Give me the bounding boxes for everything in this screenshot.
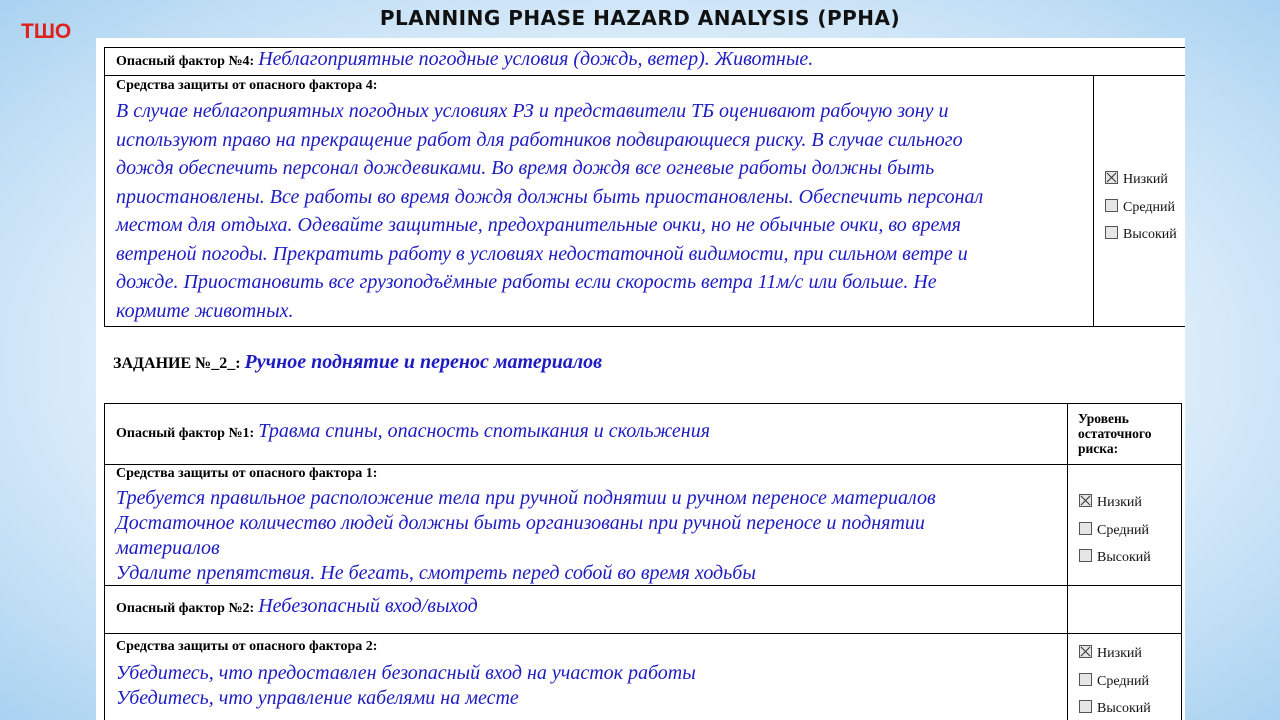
risk4-medium-option[interactable]: Средний: [1105, 194, 1177, 222]
controls1-line: Требуется правильное расположение тела п…: [116, 487, 936, 509]
checkbox-icon[interactable]: [1079, 700, 1092, 713]
controls4-line: В случае неблагоприятных погодных услови…: [116, 100, 949, 122]
hazard2-label: Опасный фактор №2:: [116, 601, 255, 616]
task2-divider: [104, 633, 1182, 634]
controls1-text: Требуется правильное расположение тела п…: [116, 486, 1056, 586]
controls2-line: Убедитесь, что предоставлен безопасный в…: [116, 662, 696, 684]
hazard4-label: Опасный фактор №4:: [116, 54, 255, 69]
controls1-line: Удалите препятствия. Не бегать, смотреть…: [116, 562, 756, 584]
hazard1-row: Опасный фактор №1: Травма спины, опаснос…: [116, 420, 710, 443]
risk2-low-option[interactable]: Низкий: [1079, 640, 1151, 668]
task2-risk-column-divider: [1067, 403, 1068, 720]
checkbox-icon[interactable]: [1079, 521, 1092, 535]
hazard2-text: Небезопасный вход/выход: [258, 595, 478, 617]
controls1-line: Достаточное количество людей должны быть…: [116, 512, 925, 534]
controls4-line: дождя обеспечить персонал дождевиками. В…: [116, 157, 935, 179]
controls1-label: Средства защиты от опасного фактора 1:: [116, 466, 378, 481]
risk4-low-option[interactable]: Низкий: [1105, 166, 1177, 194]
hazard4-divider: [104, 75, 1185, 76]
risk2-medium-option[interactable]: Средний: [1079, 668, 1151, 696]
slide-title: PLANNING PHASE HAZARD ANALYSIS (PPHA): [379, 6, 901, 30]
risk4-options: Низкий Средний Высокий: [1105, 166, 1177, 249]
task2-divider: [104, 585, 1182, 586]
risk2-high-option[interactable]: Высокий: [1079, 695, 1151, 720]
controls2-label: Средства защиты от опасного фактора 2:: [116, 639, 378, 654]
risk4-high-option[interactable]: Высокий: [1105, 221, 1177, 249]
task-heading: ЗАДАНИЕ №_2_: Ручное поднятие и перенос …: [113, 351, 602, 374]
controls2-text: Убедитесь, что предоставлен безопасный в…: [116, 661, 1056, 711]
hazard4-risk-divider: [1093, 75, 1094, 327]
checkbox-icon[interactable]: [1079, 672, 1092, 686]
risk1-options: Низкий Средний Высокий: [1079, 489, 1151, 572]
checkbox-icon[interactable]: [1079, 549, 1092, 562]
hazard4-table: [104, 47, 1185, 327]
controls2-line: Убедитесь, что управление кабелями на ме…: [116, 687, 519, 709]
controls4-line: используют право на прекращение работ дл…: [116, 128, 963, 151]
risk1-medium-option[interactable]: Средний: [1079, 517, 1151, 545]
document-page: Опасный фактор №4: Неблагоприятные погод…: [96, 38, 1185, 720]
task-label: ЗАДАНИЕ №_2_:: [113, 355, 241, 372]
checkbox-icon[interactable]: [1105, 198, 1118, 212]
controls4-line: местом для отдыха. Одевайте защитные, пр…: [116, 214, 961, 236]
controls4-label: Средства защиты от опасного фактора 4:: [116, 78, 378, 93]
hazard4-row: Опасный фактор №4: Неблагоприятные погод…: [116, 48, 813, 71]
task2-divider: [104, 464, 1182, 465]
hazard4-text: Неблагоприятные погодные условия (дождь,…: [258, 48, 814, 70]
controls4-line: ветреной погоды. Прекратить работу в усл…: [116, 242, 968, 265]
risk2-options: Низкий Средний Высокий: [1079, 640, 1151, 720]
hazard2-row: Опасный фактор №2: Небезопасный вход/вых…: [116, 595, 478, 618]
risk1-low-option[interactable]: Низкий: [1079, 489, 1151, 517]
controls4-line: дожде. Приостановить все грузоподъёмные …: [116, 271, 937, 293]
controls1-line: материалов: [116, 537, 220, 559]
controls4-text: В случае неблагоприятных погодных услови…: [116, 97, 1086, 325]
task2-table: [104, 403, 1182, 720]
task-title: Ручное поднятие и перенос материалов: [244, 351, 603, 373]
risk-column-header: Уровень остаточного риска:: [1078, 411, 1152, 456]
checkbox-icon[interactable]: [1105, 226, 1118, 239]
checkbox-checked-icon[interactable]: [1079, 645, 1092, 658]
checkbox-checked-icon[interactable]: [1105, 171, 1118, 184]
risk1-high-option[interactable]: Высокий: [1079, 544, 1151, 572]
checkbox-checked-icon[interactable]: [1079, 494, 1092, 507]
controls4-line: приостановлены. Все работы во время дожд…: [116, 185, 984, 208]
company-badge: ТШО: [21, 20, 72, 43]
hazard1-label: Опасный фактор №1:: [116, 426, 255, 441]
hazard1-text: Травма спины, опасность спотыкания и ско…: [258, 420, 711, 442]
controls4-line: кормите животных.: [116, 299, 294, 322]
